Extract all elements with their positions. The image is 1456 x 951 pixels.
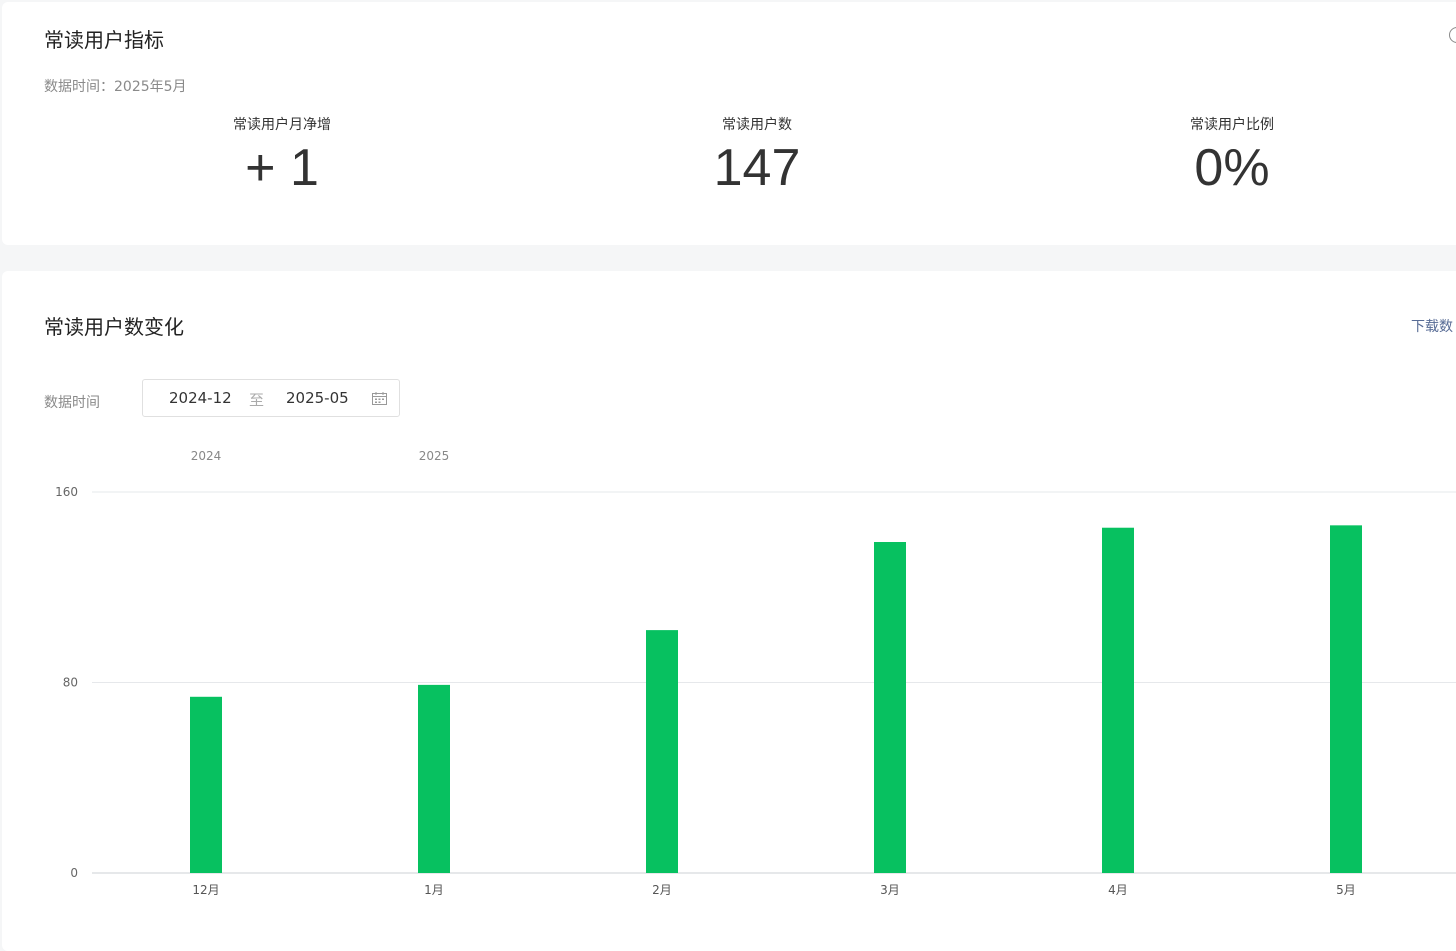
date-range-end[interactable]: 2025-05 [286, 389, 349, 407]
trend-card-title: 常读用户数变化 [44, 315, 184, 339]
bar [1102, 527, 1134, 873]
bar [646, 630, 678, 873]
metric-net-growth: 常读用户月净增 + 1 [132, 114, 432, 194]
y-tick-label: 0 [70, 866, 78, 880]
x-tick-label: 3月 [880, 883, 900, 897]
date-range-start[interactable]: 2024-12 [169, 389, 232, 407]
calendar-icon[interactable] [372, 392, 387, 405]
metric-net-growth-label: 常读用户月净增 [233, 117, 331, 133]
bar [190, 696, 222, 873]
x-tick-label: 12月 [192, 883, 219, 897]
metrics-card-title: 常读用户指标 [44, 28, 164, 52]
metrics-data-time: 数据时间：2025年5月 [44, 79, 187, 95]
x-tick-label: 4月 [1108, 883, 1128, 897]
x-tick-label: 1月 [424, 883, 444, 897]
user-count-bar-chart: 0 80 160 12月 1月 2月 3月 4月 5月 2024 2025 [55, 449, 1456, 897]
info-icon[interactable] [1449, 27, 1456, 43]
metric-user-ratio: 常读用户比例 0% [1082, 114, 1382, 194]
metric-net-growth-value: + 1 [245, 139, 319, 197]
date-range-separator: 至 [249, 391, 265, 409]
x-tick-label: 2月 [652, 883, 672, 897]
year-label: 2024 [191, 449, 222, 463]
bar [874, 542, 906, 873]
metric-user-ratio-value: 0% [1194, 139, 1270, 197]
year-label: 2025 [419, 449, 450, 463]
metrics-card: 常读用户指标 数据时间：2025年5月 常读用户月净增 + 1 常读用户数 14… [2, 2, 1456, 245]
y-tick-label: 160 [55, 485, 78, 499]
date-range-picker[interactable]: 2024-12 至 2025-05 [142, 379, 400, 417]
x-tick-label: 5月 [1336, 883, 1356, 897]
metric-user-ratio-label: 常读用户比例 [1190, 117, 1274, 133]
y-tick-label: 80 [63, 676, 78, 690]
metric-user-count-value: 147 [713, 139, 801, 197]
bar [1330, 525, 1362, 873]
bar [418, 684, 450, 873]
download-data-link[interactable]: 下载数 [1411, 319, 1453, 335]
trend-card: 常读用户数变化 下载数 数据时间 2024-12 至 2025-05 0 80 16… [2, 271, 1456, 951]
metric-user-count-label: 常读用户数 [722, 117, 792, 133]
metric-user-count: 常读用户数 147 [607, 114, 907, 194]
date-range-label: 数据时间 [44, 395, 100, 411]
